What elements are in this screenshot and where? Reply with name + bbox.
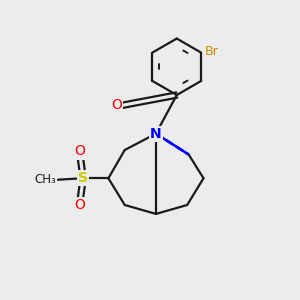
Text: Br: Br: [205, 45, 218, 58]
Text: N: N: [150, 127, 162, 141]
Text: S: S: [78, 171, 88, 185]
Text: O: O: [75, 145, 86, 158]
Text: O: O: [111, 98, 122, 112]
Text: O: O: [75, 198, 86, 212]
Text: CH₃: CH₃: [34, 173, 56, 186]
